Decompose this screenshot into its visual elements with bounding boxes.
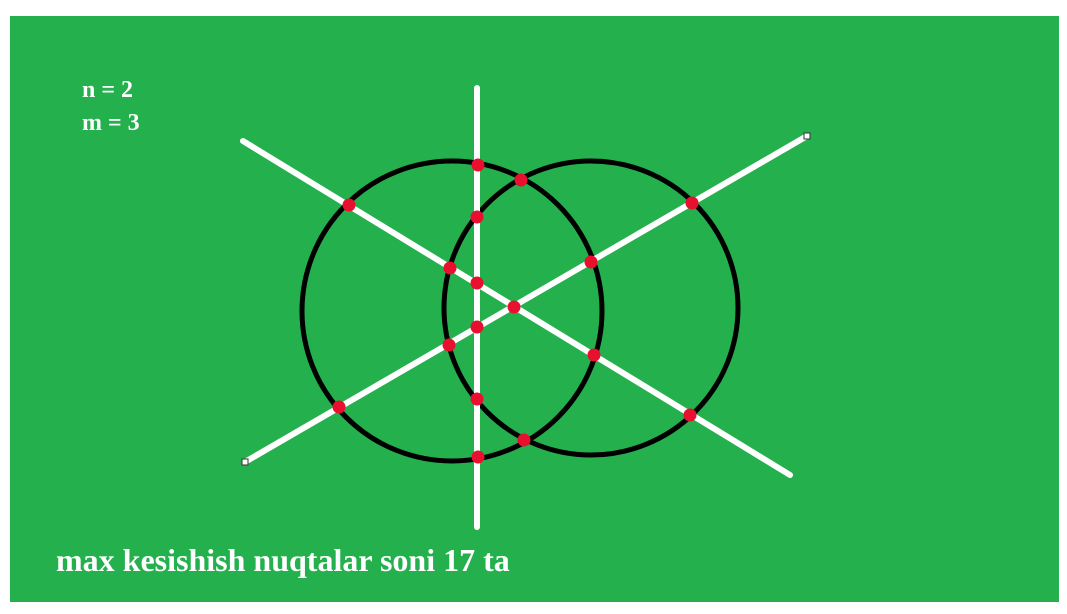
circle-right bbox=[441, 158, 741, 458]
intersection-point bbox=[470, 276, 484, 290]
intersection-point bbox=[471, 450, 485, 464]
intersection-point bbox=[514, 173, 528, 187]
intersection-point bbox=[470, 210, 484, 224]
intersection-point bbox=[517, 433, 531, 447]
intersection-point bbox=[332, 400, 346, 414]
intersection-point bbox=[683, 408, 697, 422]
intersection-point bbox=[470, 320, 484, 334]
param-n-label: n = 2 bbox=[82, 77, 134, 103]
board-background bbox=[10, 16, 1059, 602]
param-m-label: m = 3 bbox=[82, 110, 140, 136]
intersection-point bbox=[443, 261, 457, 275]
intersection-point bbox=[685, 196, 699, 210]
line-end-handle bbox=[803, 132, 811, 140]
caption-text: max kesishish nuqtalar soni 17 ta bbox=[56, 542, 510, 578]
intersection-points bbox=[332, 158, 699, 464]
intersection-point bbox=[442, 338, 456, 352]
line-ascending bbox=[242, 133, 810, 465]
line-end-handle bbox=[241, 458, 249, 466]
intersection-point bbox=[587, 348, 601, 362]
intersection-point bbox=[471, 158, 485, 172]
intersection-point bbox=[342, 198, 356, 212]
circle-left bbox=[299, 158, 605, 464]
intersection-point bbox=[584, 255, 598, 269]
intersection-point bbox=[470, 392, 484, 406]
intersection-point bbox=[507, 300, 521, 314]
